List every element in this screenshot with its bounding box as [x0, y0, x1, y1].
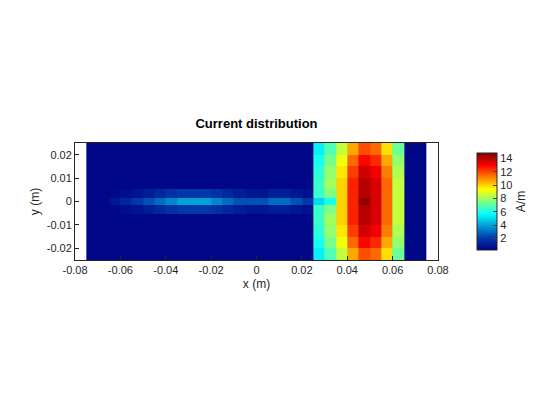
svg-text:-0.06: -0.06 — [108, 264, 133, 276]
svg-text:12: 12 — [500, 166, 512, 178]
svg-text:8: 8 — [500, 192, 506, 204]
svg-text:-0.01: -0.01 — [47, 219, 72, 231]
svg-text:0.04: 0.04 — [337, 264, 358, 276]
svg-text:-0.02: -0.02 — [199, 264, 224, 276]
svg-text:10: 10 — [500, 179, 512, 191]
svg-text:0.06: 0.06 — [382, 264, 403, 276]
svg-text:0.08: 0.08 — [427, 264, 448, 276]
svg-text:0: 0 — [66, 195, 72, 207]
svg-text:2: 2 — [500, 232, 506, 244]
svg-text:14: 14 — [500, 152, 512, 164]
svg-text:y (m): y (m) — [28, 188, 42, 215]
svg-text:0.02: 0.02 — [291, 264, 312, 276]
svg-text:-0.08: -0.08 — [62, 264, 87, 276]
svg-text:6: 6 — [500, 206, 506, 218]
svg-text:x (m): x (m) — [243, 277, 270, 291]
svg-text:A/m: A/m — [514, 191, 528, 212]
svg-text:0.02: 0.02 — [50, 149, 71, 161]
svg-text:Current distribution: Current distribution — [195, 116, 317, 131]
svg-text:-0.04: -0.04 — [153, 264, 178, 276]
svg-text:0.01: 0.01 — [50, 172, 71, 184]
svg-text:-0.02: -0.02 — [47, 242, 72, 254]
svg-text:4: 4 — [500, 219, 506, 231]
svg-text:0: 0 — [253, 264, 259, 276]
